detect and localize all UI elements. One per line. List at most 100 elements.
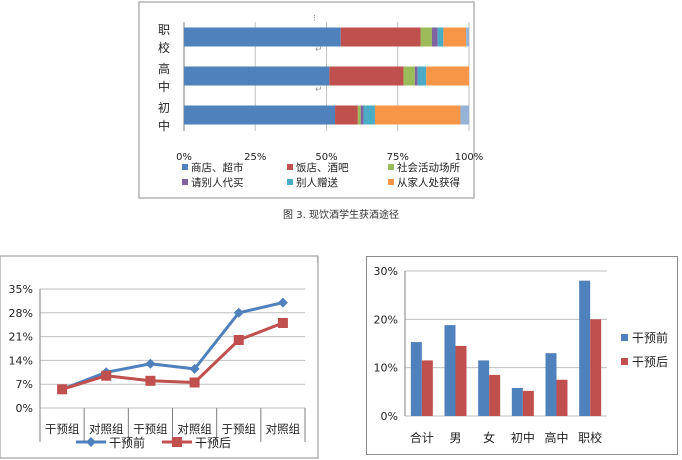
stacked-category-label: 校 [158,40,170,55]
grouped-bar [455,345,467,416]
line-legend-marker [172,437,182,447]
stacked-x-tick-label: 50% [315,152,337,163]
line-chart-frame [0,255,319,459]
stacked-bar-segment [360,105,364,125]
stacked-x-tick-label: 25% [244,152,266,163]
grouped-category-labels: 合计 男 女 初中 高中 职校 [410,430,602,445]
stacked-legend-label: 从家人处获得 [397,176,460,189]
line-category-label: 对照组 [177,422,212,436]
line-y-tick-label: 28% [9,307,33,320]
grouped-bar [545,353,557,416]
grouped-bar [579,280,591,416]
line-legend: 干预前 干预后 [76,435,231,450]
return-mark: ↵ [315,85,323,95]
stacked-bar-segment [437,27,444,47]
line-y-tick-label: 0% [16,402,33,415]
grouped-y-tick-labels: 0% 10% 20% 30% [374,265,398,423]
stacked-bar-segment [403,66,415,86]
stacked-bar-segment [414,66,418,86]
grouped-bar [522,390,534,416]
grouped-legend-label: 干预前 [632,330,668,345]
grouped-category-label: 女 [483,430,495,445]
stacked-x-tick-labels: 0% 25% 50% 75% 100% [176,152,483,163]
grouped-bar [444,325,456,416]
line-legend-label: 干预前 [109,435,145,450]
stacked-x-tick-label: 0% [176,152,192,163]
line-category-label: 对照组 [89,422,124,436]
line-category-label: 对照组 [266,422,301,436]
line-point-marker [277,297,288,308]
grouped-y-tick-label: 20% [374,313,398,326]
stacked-bar-segment [460,105,469,125]
grouped-category-label: 初中 [511,430,535,445]
line-chart: 0%7%14%21%28%35% 干预组 对照组 干预组 对照组 于预组 对照组 干预前干… [0,255,319,459]
stacked-category-label: 高 [158,61,170,76]
stacked-bar-segment [420,27,432,47]
stacked-category-label: 中 [158,79,170,94]
stacked-bar-segment [466,27,469,47]
grouped-category-label: 高中 [544,430,568,445]
grouped-legend-label: 干预后 [632,355,668,369]
stacked-legend-label: 饭店、酒吧 [296,161,349,174]
stacked-bars [184,27,469,125]
stacked-legend-swatch [388,164,394,170]
stacked-category-label: 初 [158,101,170,115]
stacked-bar-segment [184,105,336,125]
line-category-label: 干预组 [133,422,168,436]
stacked-category-label: 中 [158,118,170,133]
grouped-bar [410,342,422,416]
grouped-bar [511,387,523,416]
stacked-bar-segment [184,27,341,47]
line-y-tick-labels: 0% 7% 14% 21% 28% 35% [9,283,33,415]
stacked-legend-label: 社会活动场所 [397,161,460,174]
line-point-marker [233,335,244,345]
stacked-bar-segment [335,105,358,125]
line-series-path [61,301,284,391]
line-point-marker [189,363,200,374]
stacked-x-tick-label: 75% [387,152,409,163]
grouped-bar [556,379,568,416]
grouped-bar [478,360,490,416]
grouped-y-tick-label: 10% [374,362,398,375]
stacked-category-label: 职 [158,23,170,37]
line-point-marker [145,358,156,369]
grouped-category-label: 男 [449,431,461,445]
line-y-tick-label: 14% [9,354,33,367]
grouped-legend-swatch [621,358,628,365]
line-y-tick-label: 35% [9,283,33,296]
grouped-category-label: 职校 [578,430,602,445]
stacked-bar-segment [426,66,469,86]
line-point-marker [189,377,200,388]
grouped-legend-swatch [621,334,628,341]
stacked-legend-swatch [182,179,188,185]
stacked-legend-swatch [388,179,394,185]
stacked-bar-segment [374,105,461,125]
grouped-gridlines [404,270,607,417]
stacked-bar-segment [357,105,361,125]
grouped-bars [410,280,602,416]
line-point-marker [57,384,68,395]
line-point-marker [101,370,112,381]
line-point-marker [277,318,288,328]
line-legend-label: 干预后 [195,436,231,450]
return-mark: ↵ [315,45,323,55]
stacked-legend-swatch [287,179,293,185]
stacked-bar-segment [340,27,421,47]
stacked-x-tick-label: 100% [455,152,484,163]
stacked-legend-swatch [287,164,293,170]
line-y-tick-label: 7% [16,378,33,391]
stacked-bar-segment [184,66,330,86]
grouped-y-tick-label: 0% [381,410,398,423]
text-cursor-mark: ⁝ [316,256,319,265]
grouped-bar [489,374,501,416]
stacked-legend-label: 别人赠送 [296,176,338,189]
line-legend-marker [86,437,96,447]
line-point-marker [145,375,156,386]
stacked-bar-segment [417,66,427,86]
line-gridlines [39,288,306,442]
stacked-bar-segment [431,27,438,47]
